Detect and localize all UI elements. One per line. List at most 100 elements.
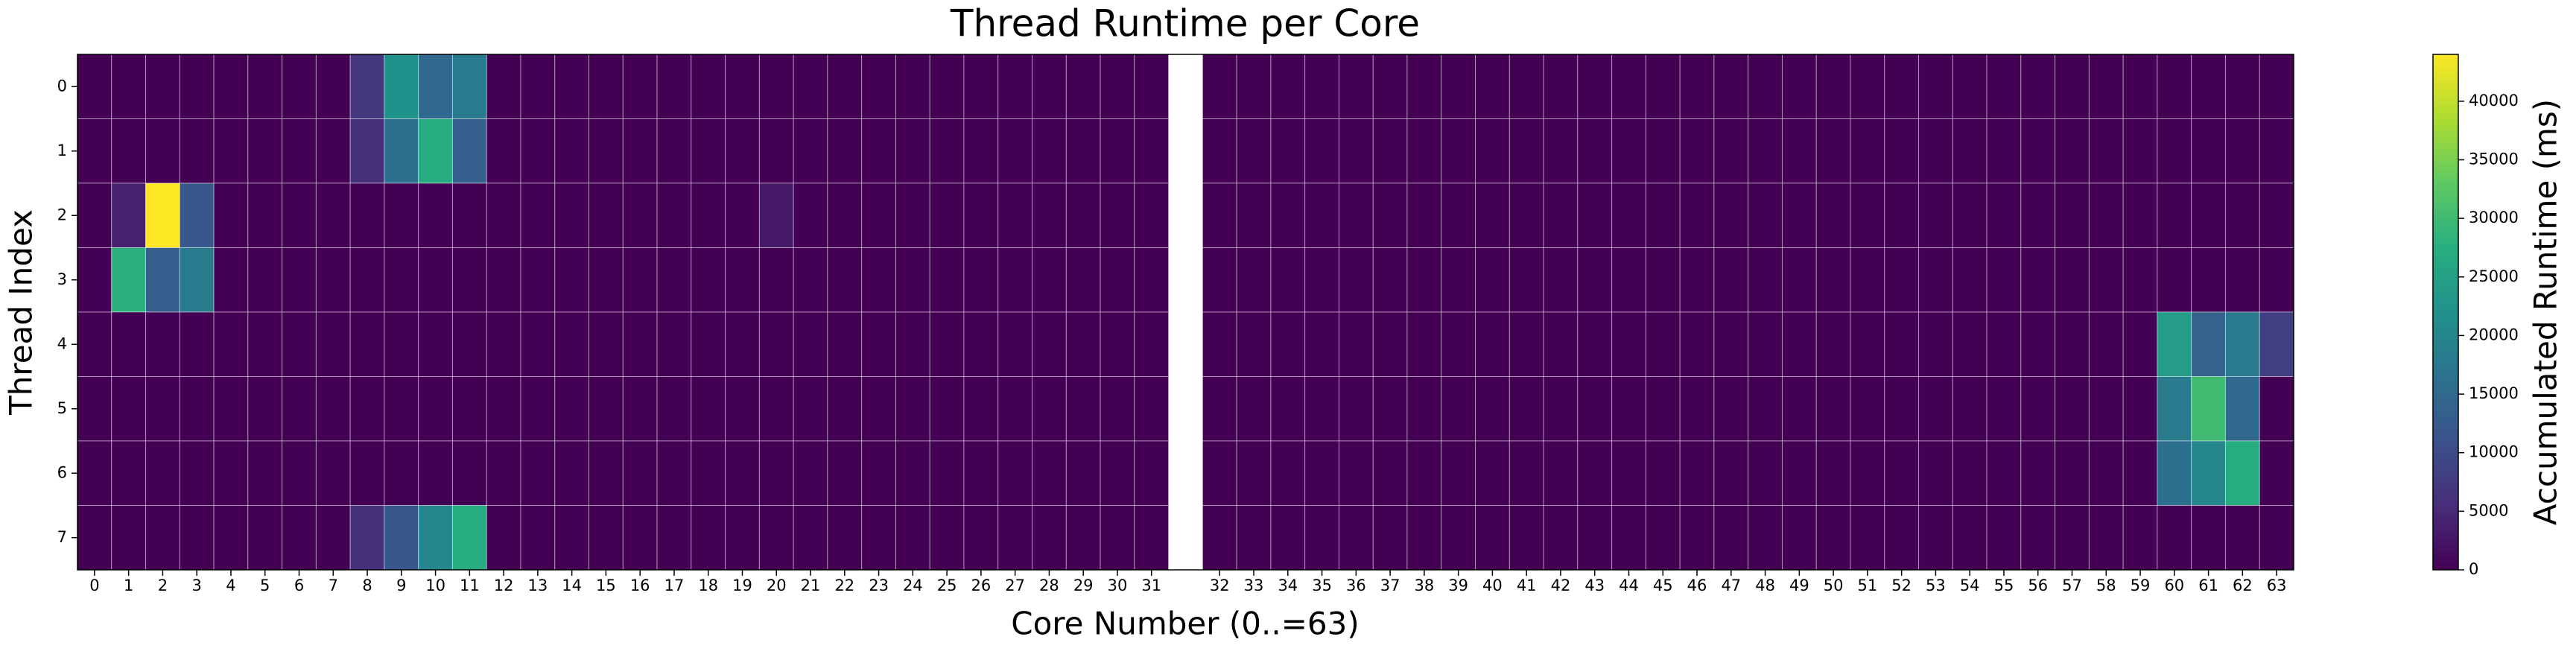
x-tick-label: 60 bbox=[2164, 577, 2184, 594]
heatmap-cell bbox=[827, 54, 863, 119]
heatmap-cell bbox=[1543, 376, 1579, 442]
heatmap-cell bbox=[213, 505, 249, 571]
heatmap-cell bbox=[793, 54, 828, 119]
heatmap-cell bbox=[554, 311, 590, 377]
heatmap-cell bbox=[622, 118, 658, 184]
heatmap-cell bbox=[691, 505, 726, 571]
x-tick-label: 20 bbox=[767, 577, 787, 594]
heatmap-cell bbox=[656, 505, 692, 571]
heatmap-cell bbox=[1577, 505, 1613, 571]
heatmap-cell bbox=[1543, 54, 1579, 119]
heatmap-cell bbox=[1100, 118, 1135, 184]
heatmap-cell bbox=[2157, 247, 2192, 313]
heatmap-cell bbox=[2020, 376, 2056, 442]
colorbar-tick-label: 25000 bbox=[2469, 267, 2519, 285]
heatmap-cell bbox=[554, 440, 590, 506]
heatmap-cell bbox=[1713, 376, 1749, 442]
heatmap-cell bbox=[179, 505, 215, 571]
heatmap-cell bbox=[861, 182, 896, 248]
heatmap-cell bbox=[1441, 505, 1476, 571]
heatmap-cell bbox=[1509, 311, 1544, 377]
heatmap-cell bbox=[315, 505, 351, 571]
heatmap-cell bbox=[861, 311, 896, 377]
heatmap-cell bbox=[929, 505, 965, 571]
heatmap-cell bbox=[213, 247, 249, 313]
heatmap-cell bbox=[2157, 440, 2192, 506]
heatmap-cell bbox=[1406, 118, 1442, 184]
heatmap-cell bbox=[520, 247, 556, 313]
heatmap-cell bbox=[77, 118, 112, 184]
heatmap-cell bbox=[77, 505, 112, 571]
heatmap-cell bbox=[827, 118, 863, 184]
heatmap-cell bbox=[589, 311, 624, 377]
heatmap-cell bbox=[1202, 505, 1237, 571]
heatmap-cell bbox=[1100, 182, 1135, 248]
heatmap-cell bbox=[1065, 376, 1101, 442]
heatmap-cell bbox=[1952, 311, 1987, 377]
heatmap-cell bbox=[1918, 118, 1953, 184]
heatmap-cell bbox=[554, 182, 590, 248]
heatmap-cell bbox=[520, 440, 556, 506]
heatmap-cell bbox=[1781, 182, 1817, 248]
heatmap-cell bbox=[1032, 376, 1067, 442]
x-tick-label: 44 bbox=[1619, 577, 1639, 594]
heatmap-cell bbox=[1781, 247, 1817, 313]
heatmap-cell bbox=[145, 505, 180, 571]
heatmap-cell bbox=[929, 311, 965, 377]
heatmap-cell bbox=[895, 118, 930, 184]
heatmap-cell bbox=[1850, 54, 1885, 119]
heatmap-cell bbox=[349, 440, 385, 506]
heatmap-cell bbox=[691, 440, 726, 506]
heatmap-cell bbox=[282, 54, 317, 119]
heatmap-cell bbox=[1304, 247, 1339, 313]
heatmap-cell bbox=[622, 440, 658, 506]
heatmap-cell bbox=[1815, 311, 1851, 377]
x-tick-label: 55 bbox=[1994, 577, 2014, 594]
x-tick-label: 29 bbox=[1073, 577, 1094, 594]
heatmap-cell bbox=[247, 247, 283, 313]
heatmap-cell bbox=[2020, 505, 2056, 571]
x-tick-label: 26 bbox=[971, 577, 992, 594]
heatmap-cell bbox=[1850, 505, 1885, 571]
x-tick-label: 52 bbox=[1891, 577, 1912, 594]
heatmap-cell bbox=[486, 440, 521, 506]
heatmap-cell bbox=[1918, 376, 1953, 442]
heatmap-cell bbox=[827, 182, 863, 248]
x-tick-label: 34 bbox=[1278, 577, 1298, 594]
heatmap-cell bbox=[1815, 118, 1851, 184]
heatmap-cell bbox=[1202, 311, 1237, 377]
heatmap-cell bbox=[793, 505, 828, 571]
heatmap-cell bbox=[2020, 440, 2056, 506]
heatmap-cell bbox=[758, 440, 794, 506]
heatmap-cell bbox=[997, 247, 1033, 313]
x-tick-label: 41 bbox=[1517, 577, 1537, 594]
x-tick-label: 0 bbox=[89, 577, 99, 594]
heatmap-cell bbox=[1543, 118, 1579, 184]
heatmap-cell bbox=[2122, 182, 2158, 248]
heatmap-cell bbox=[2122, 505, 2158, 571]
heatmap-cell bbox=[1509, 247, 1544, 313]
x-tick-label: 36 bbox=[1346, 577, 1366, 594]
heatmap-cell bbox=[963, 247, 999, 313]
heatmap-cell bbox=[1781, 118, 1817, 184]
heatmap-cell bbox=[997, 505, 1033, 571]
heatmap-cell bbox=[1713, 311, 1749, 377]
heatmap-cell bbox=[1611, 182, 1646, 248]
heatmap-cell bbox=[2191, 118, 2226, 184]
heatmap-cell bbox=[315, 247, 351, 313]
heatmap-cell bbox=[349, 311, 385, 377]
heatmap-cell bbox=[77, 247, 112, 313]
heatmap-cell bbox=[1884, 376, 1920, 442]
heatmap-cell bbox=[1304, 54, 1339, 119]
heatmap-cell bbox=[1372, 247, 1408, 313]
heatmap-cell bbox=[486, 182, 521, 248]
heatmap-cell bbox=[1406, 311, 1442, 377]
heatmap-cell bbox=[827, 440, 863, 506]
heatmap-cell bbox=[1100, 311, 1135, 377]
y-tick-label: 1 bbox=[57, 142, 67, 159]
heatmap-cell bbox=[2259, 376, 2294, 442]
heatmap-cell bbox=[1918, 247, 1953, 313]
heatmap-cell bbox=[520, 505, 556, 571]
heatmap-cell bbox=[1338, 182, 1374, 248]
